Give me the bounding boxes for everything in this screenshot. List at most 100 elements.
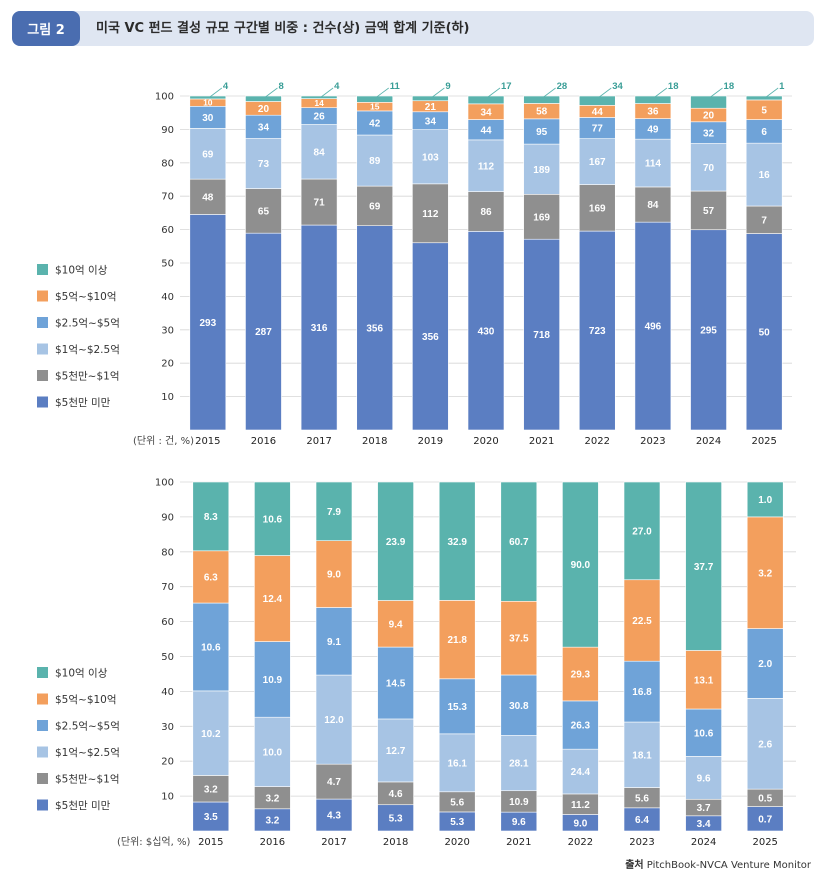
bar-segment (377, 600, 414, 648)
legend-swatch (37, 746, 48, 758)
data-label: 103 (422, 152, 439, 163)
legend-swatch (37, 693, 48, 705)
data-label: 169 (589, 203, 606, 214)
y-tick-label: 100 (155, 92, 174, 103)
x-tick-label: 2025 (752, 837, 777, 848)
legend-swatch (37, 264, 48, 275)
data-label: 316 (311, 323, 328, 334)
data-label: 44 (592, 107, 604, 118)
data-label: 10.6 (694, 728, 714, 739)
x-tick-label: 2021 (506, 837, 531, 848)
data-label: 0.7 (758, 814, 772, 825)
bar-segment (189, 128, 227, 180)
data-label: 112 (478, 161, 495, 172)
bar-segment (500, 481, 538, 602)
bar-segment (745, 205, 783, 234)
bar-segment (412, 183, 449, 244)
legend-entry: $2.5억~$5억 (55, 721, 120, 733)
bar-segment (192, 690, 230, 776)
figure-header (12, 11, 814, 46)
legend-swatch (37, 773, 48, 784)
data-label: 17 (501, 81, 512, 92)
bar-segment (356, 185, 394, 226)
legend-swatch (37, 799, 48, 811)
data-label: 9.0 (573, 818, 587, 829)
y-tick-label: 50 (161, 652, 174, 663)
data-label: 8.3 (204, 512, 218, 523)
legend-entry: $5억~$10억 (55, 694, 117, 706)
x-tick-label: 2023 (640, 436, 665, 447)
data-label: 114 (645, 159, 662, 170)
data-label: 3.5 (204, 812, 218, 823)
data-label: 77 (592, 124, 604, 135)
leader-line (543, 87, 556, 98)
data-label: 12.4 (263, 594, 283, 605)
data-label: 189 (533, 165, 550, 176)
data-label: 3.2 (265, 815, 279, 826)
bar-segment (467, 231, 505, 431)
bar-segment (438, 733, 476, 793)
data-label: 16.8 (632, 687, 652, 698)
data-label: 7 (761, 215, 767, 226)
data-label: 8 (278, 81, 283, 92)
data-label: 34 (612, 81, 623, 92)
data-label: 0.5 (758, 793, 772, 804)
bar-segment (685, 756, 722, 800)
data-label: 29.3 (571, 670, 591, 681)
x-tick-label: 2019 (418, 436, 443, 447)
data-label: 15.3 (447, 702, 467, 713)
bar-segment (189, 214, 227, 431)
data-label: 28 (557, 81, 568, 92)
data-label: 32 (703, 128, 715, 139)
data-label: 90.0 (571, 560, 591, 571)
data-label: 5.3 (450, 817, 464, 828)
x-tick-label: 2022 (585, 436, 610, 447)
source-label: 출처 (625, 860, 644, 871)
data-label: 1.0 (758, 495, 772, 506)
data-label: 295 (700, 325, 717, 336)
bar-segment (745, 142, 783, 207)
bar-segment (356, 95, 394, 103)
y-tick-label: 10 (161, 392, 174, 403)
bar-segment (192, 801, 230, 832)
x-tick-label: 2020 (444, 837, 469, 848)
data-label: 13.1 (694, 675, 714, 686)
source-note: 출처 PitchBook-NVCA Venture Monitor (625, 856, 811, 871)
bar-segment (578, 230, 616, 431)
data-label: 723 (589, 326, 606, 337)
bar-segment (562, 646, 599, 702)
data-label: 5.3 (389, 813, 403, 824)
bar-segment (578, 138, 616, 185)
data-label: 10.9 (509, 797, 529, 808)
data-label: 20 (703, 111, 715, 122)
data-label: 14.5 (386, 679, 406, 690)
bar-segment (690, 95, 727, 109)
legend-entry: $1억~$2.5억 (55, 747, 120, 759)
bar-segment (189, 178, 227, 215)
data-label: 84 (647, 200, 659, 211)
leader-line (599, 87, 612, 98)
data-label: 89 (369, 156, 381, 167)
bar-segment (377, 804, 414, 832)
x-tick-label: 2016 (251, 436, 276, 447)
data-label: 9.4 (389, 619, 403, 630)
unit-label: (단위: $십억, %) (117, 835, 190, 848)
data-label: 44 (480, 125, 492, 136)
bar-segment (315, 481, 353, 541)
x-tick-label: 2017 (306, 436, 331, 447)
y-tick-label: 70 (161, 582, 174, 593)
bar-segment (578, 184, 616, 232)
legend-swatch (37, 720, 48, 731)
data-label: 9 (445, 81, 450, 92)
bar-segment (412, 95, 449, 102)
bar-segment (685, 708, 722, 757)
bar-segment (438, 600, 476, 680)
x-tick-label: 2025 (751, 436, 776, 447)
bar-segment (467, 139, 505, 192)
y-tick-label: 90 (161, 125, 174, 136)
bar-segment (500, 735, 538, 792)
legend-entry: $5억~$10억 (55, 291, 117, 303)
data-label: 6.4 (635, 815, 649, 826)
data-label: 10.9 (263, 675, 283, 686)
